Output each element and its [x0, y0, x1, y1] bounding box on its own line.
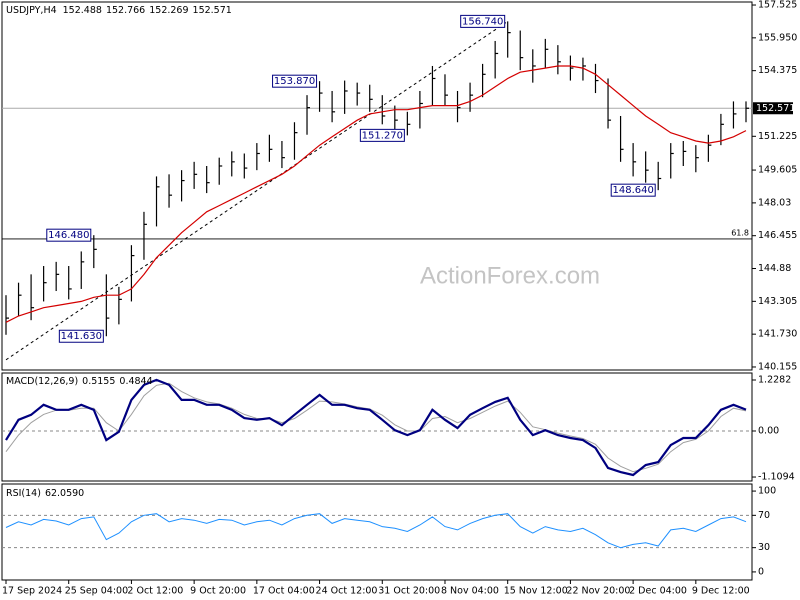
annotation-box — [46, 228, 92, 242]
indicator-line — [5, 513, 747, 549]
annotation-label: 151.270 — [362, 130, 403, 141]
quote-low: 152.269 — [149, 5, 188, 16]
x-tick-label: 2 Dec 04:00 — [629, 586, 687, 597]
annotation-label: 156.740 — [462, 16, 503, 27]
rsi-header: RSI(14) 62.0590 — [6, 488, 84, 499]
annotation-label: 141.630 — [61, 331, 102, 342]
y-tick-label: 151.225 — [758, 131, 797, 142]
indicator-line — [5, 378, 747, 477]
annotation-box — [460, 14, 506, 28]
macd-header: MACD(12,26,9) 0.5155 0.4844 — [6, 376, 153, 387]
x-tick-label: 2 Oct 12:00 — [127, 586, 183, 597]
y-tick-label: 144.88 — [758, 263, 791, 274]
x-tick-label: 17 Oct 04:00 — [253, 586, 315, 597]
x-tick-label: 22 Nov 20:00 — [566, 586, 630, 597]
fib-level-label: 61.8 — [731, 228, 749, 237]
y-tick-label: 0 — [758, 566, 764, 577]
annotation-label: 148.640 — [613, 185, 654, 196]
quote-open: 152.488 — [63, 5, 102, 16]
annotation-box — [58, 329, 104, 343]
macd-title: MACD(12,26,9) — [6, 376, 78, 387]
indicator-line — [5, 382, 747, 473]
price-header: USDJPY,H4 152.488 152.766 152.269 152.571 — [6, 5, 232, 16]
x-tick-label: 25 Sep 04:00 — [65, 586, 128, 597]
annotation-box — [610, 183, 656, 197]
current-price-label: 152.571 — [756, 103, 795, 114]
annotation-label: 146.480 — [48, 230, 89, 241]
panel-border — [1, 1, 753, 371]
macd-value: 0.5155 — [82, 376, 115, 387]
x-tick-label: 8 Nov 04:00 — [441, 586, 499, 597]
annotation-box — [359, 128, 405, 142]
y-tick-label: 155.950 — [758, 32, 797, 43]
x-tick-label: 31 Oct 20:00 — [378, 586, 440, 597]
watermark: ActionForex.com — [420, 262, 600, 289]
y-tick-label: 148.03 — [758, 197, 791, 208]
quote-high: 152.766 — [106, 5, 145, 16]
annotation-label: 153.870 — [274, 76, 315, 87]
annotation-box — [272, 74, 318, 88]
rsi-title: RSI(14) — [6, 488, 41, 499]
x-tick-label: 24 Oct 12:00 — [316, 586, 378, 597]
x-tick-label: 9 Oct 20:00 — [190, 586, 246, 597]
y-tick-label: -1.1094 — [758, 472, 795, 483]
y-tick-label: 70 — [758, 510, 770, 521]
y-tick-label: 100 — [758, 486, 776, 497]
y-tick-label: 157.525 — [758, 0, 797, 11]
current-price-box — [753, 102, 793, 115]
y-tick-label: 149.605 — [758, 165, 797, 176]
panel-border — [1, 372, 753, 482]
y-tick-label: 140.155 — [758, 361, 797, 372]
y-tick-label: 30 — [758, 542, 770, 553]
quote-close: 152.571 — [193, 5, 232, 16]
x-tick-label: 17 Sep 2024 — [2, 586, 62, 597]
panel-border — [1, 483, 753, 581]
trendline — [5, 20, 508, 361]
symbol: USDJPY,H4 — [6, 5, 57, 16]
moving-average — [5, 65, 747, 323]
x-tick-label: 15 Nov 12:00 — [504, 586, 568, 597]
y-tick-label: 1.2282 — [758, 375, 791, 386]
y-tick-label: 141.730 — [758, 329, 797, 340]
y-tick-label: 143.305 — [758, 296, 797, 307]
y-tick-label: 0.00 — [758, 425, 779, 436]
y-tick-label: 154.375 — [758, 65, 797, 76]
x-tick-label: 9 Dec 12:00 — [692, 586, 750, 597]
y-tick-label: 146.455 — [758, 230, 797, 241]
signal-value: 0.4844 — [119, 376, 152, 387]
rsi-value: 62.0590 — [45, 488, 84, 499]
